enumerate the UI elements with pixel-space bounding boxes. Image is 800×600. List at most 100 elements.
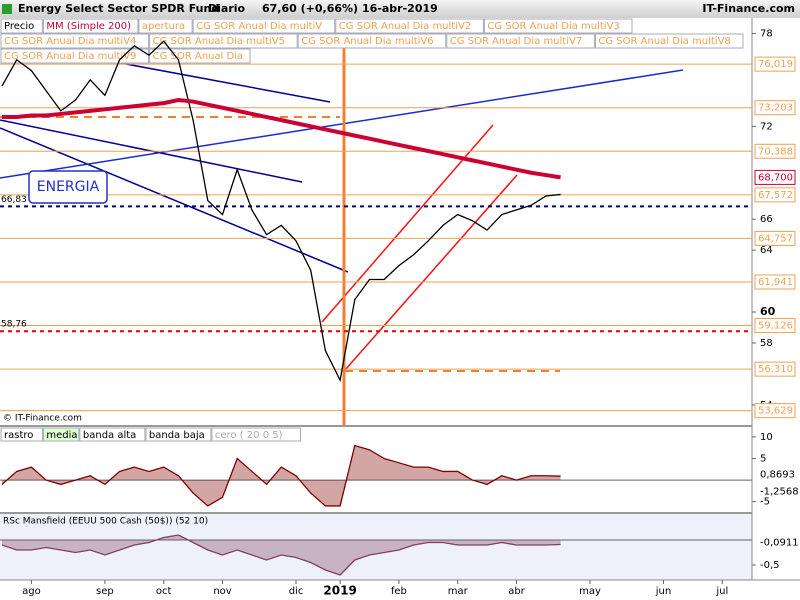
series-line: [1, 40, 561, 383]
title: Energy Select Sector SPDR Fund: [18, 2, 219, 15]
level-box: [754, 274, 796, 290]
legend-entry: rastro: [4, 430, 33, 441]
legend-entry: CG SOR Anual Dia: [153, 51, 243, 62]
level-label: 56,310: [758, 364, 793, 375]
level-box: [754, 100, 796, 116]
legend-box: [0, 427, 43, 442]
y-tick-label: 66: [760, 214, 773, 225]
level-label: 76,019: [758, 59, 793, 70]
logo: [2, 4, 12, 14]
separator: [0, 425, 752, 427]
trendlines: [0, 44, 752, 425]
level-label: 67,572: [758, 190, 793, 201]
area: [2, 445, 561, 506]
legend-box: [149, 48, 251, 64]
legend-entry: media: [46, 430, 77, 441]
legend-box: [0, 18, 43, 34]
legend-box: [149, 33, 298, 49]
header-bar: [0, 0, 800, 18]
legend-box: [483, 18, 633, 34]
series-line: [1, 444, 561, 507]
trendline: [344, 174, 518, 371]
legend-box: [446, 33, 595, 49]
reference-label: 66,83: [1, 195, 27, 205]
panel-bg: [0, 514, 752, 580]
x-tick-label: sep: [96, 586, 114, 597]
period: Diario: [208, 2, 246, 15]
legend-entry: CG SOR Anual Dia multiV: [196, 21, 322, 32]
y-tick-label: 10: [760, 432, 773, 443]
legend-entry: CG SOR Anual Dia multiV8: [598, 36, 730, 47]
x-tick-label: feb: [391, 586, 407, 597]
y-tick-label: 5: [760, 453, 766, 464]
legend-box: [211, 427, 301, 442]
level-label: 61,941: [758, 277, 793, 288]
separator: [0, 512, 752, 514]
y-tick-label: 78: [760, 28, 773, 39]
legend-entry: banda alta: [83, 430, 136, 441]
y-tick-label: 72: [760, 121, 773, 132]
legend-box: [138, 18, 193, 34]
legend-entry: CG SOR Anual Dia multiV7: [450, 36, 582, 47]
x-tick-label: 2019: [323, 584, 356, 598]
legend-entry: CG SOR Anual Dia multiV9: [4, 51, 136, 62]
legend-box: [594, 33, 744, 49]
brand: IT-Finance.com: [702, 2, 795, 15]
quote: 67,60 (+0,66%): [262, 2, 358, 15]
legend-entry: CG SOR Anual Dia multiV4: [4, 36, 136, 47]
level-label: 70,388: [758, 146, 793, 157]
legend-box: [192, 18, 336, 34]
x-tick-label: ago: [22, 586, 41, 597]
legend-entry: cero ( 20 0 5): [215, 430, 283, 441]
level-label: 53,629: [758, 406, 793, 417]
legend-box: [335, 18, 484, 34]
x-tick-label: abr: [508, 586, 525, 597]
annotation: ENERGIA: [37, 179, 100, 195]
legend-box: [0, 48, 150, 64]
y-tick-label: 64: [760, 245, 773, 256]
x-tick-label: jun: [655, 586, 671, 597]
ma-box: [754, 169, 796, 185]
copyright: © IT-Finance.com: [3, 414, 82, 424]
legend-entry: CG SOR Anual Dia multiV6: [301, 36, 433, 47]
trendline: [321, 124, 494, 323]
level-box: [754, 143, 796, 159]
y-tick-label: -5: [760, 497, 770, 508]
legend-box: [79, 427, 146, 442]
value-label: 0,8693: [760, 469, 795, 480]
level-box: [754, 318, 796, 334]
legend-entry: CG SOR Anual Dia multiV3: [487, 21, 619, 32]
legend-box: [297, 33, 447, 49]
date: 16-abr-2019: [362, 2, 438, 15]
x-tick-label: jul: [715, 586, 728, 597]
level-label: 64,757: [758, 233, 793, 244]
level-label: 73,203: [758, 103, 793, 114]
level-box: [754, 403, 796, 419]
trendline: [0, 127, 349, 273]
legend-entry: banda baja: [149, 430, 205, 441]
legend-entry: Precio: [4, 21, 34, 32]
series-line: [1, 534, 561, 576]
ma-label: 68,700: [758, 172, 793, 183]
level-box: [754, 361, 796, 377]
legend-box: [42, 427, 80, 442]
y-tick-label: 60: [760, 305, 776, 318]
y-tick-label: 58: [760, 338, 773, 349]
panel-title: RSc Mansfield (EEUU 500 Cash (50$)) (52 …: [3, 517, 208, 527]
x-tick-label: nov: [213, 586, 231, 597]
level-box: [754, 230, 796, 246]
legend-entry: apertura: [142, 21, 185, 32]
trendline: [0, 69, 684, 179]
x-tick-label: mar: [448, 586, 469, 597]
x-tick-label: oct: [156, 586, 172, 597]
x-tick-label: dic: [289, 586, 304, 597]
legend-entry: CG SOR Anual Dia multiV5: [153, 36, 285, 47]
annotation-box: [28, 170, 108, 204]
legend-entry: MM (Simple 200): [46, 21, 131, 32]
level-box: [754, 187, 796, 203]
legend-entry: CG SOR Anual Dia multiV2: [339, 21, 471, 32]
x-tick-label: may: [579, 586, 601, 597]
legend-box: [42, 18, 139, 34]
level-box: [754, 56, 796, 72]
